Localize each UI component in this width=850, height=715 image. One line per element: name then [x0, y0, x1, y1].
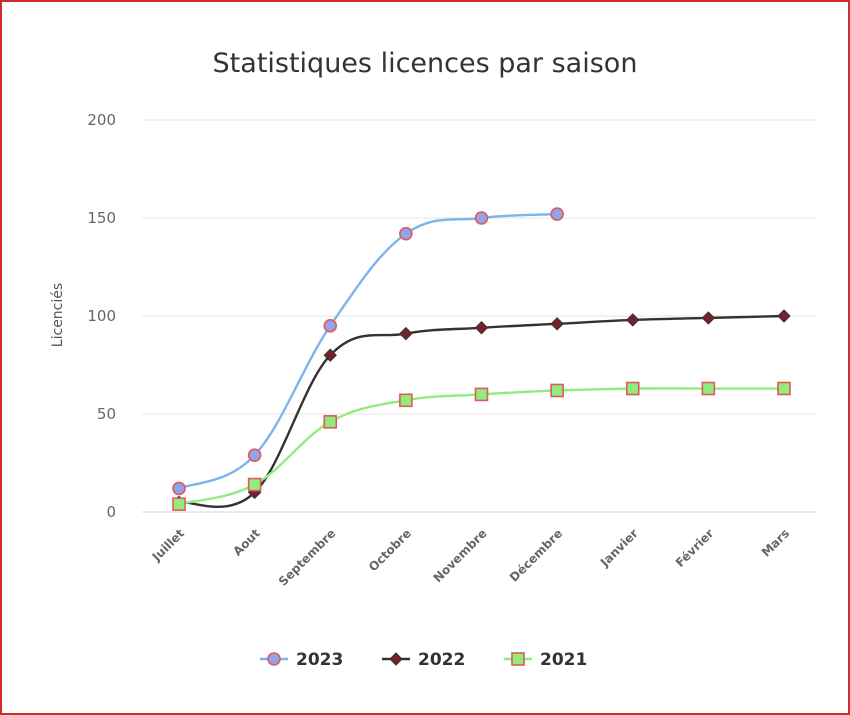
- legend-item-2022[interactable]: 2022: [382, 650, 465, 670]
- series-2023: [172, 207, 564, 496]
- legend-symbol-circle[interactable]: [267, 652, 281, 666]
- y-axis-label: Licenciés: [50, 283, 66, 347]
- data-point-square[interactable]: [172, 497, 186, 511]
- legend-label: 2023: [296, 650, 343, 670]
- legend-symbol-square[interactable]: [511, 652, 525, 666]
- data-point-circle[interactable]: [399, 226, 413, 241]
- y-tick-label: 50: [97, 405, 116, 423]
- data-point-square[interactable]: [247, 477, 262, 492]
- legend-item-2021[interactable]: 2021: [504, 650, 587, 670]
- data-point-circle[interactable]: [323, 318, 338, 333]
- x-axis-ticks: Juillet Aout Septembre Octobre Novembre Décem…: [149, 526, 792, 589]
- data-point-circle[interactable]: [474, 211, 489, 225]
- series-lines: [172, 207, 791, 511]
- chart-title: Statistiques licences par saison: [213, 48, 638, 79]
- grid-lines: [142, 119, 817, 513]
- series-line-2023: [178, 212, 558, 490]
- x-tick-label: Février: [673, 526, 717, 570]
- data-point-diamond[interactable]: [550, 317, 564, 331]
- data-point-diamond[interactable]: [777, 309, 791, 323]
- x-tick-label: Aout: [230, 526, 263, 559]
- x-tick-label: Septembre: [276, 526, 339, 589]
- data-point-square[interactable]: [777, 381, 791, 396]
- x-tick-label: Novembre: [431, 526, 490, 585]
- series-2021: [172, 381, 791, 511]
- y-axis-ticks: 0 50 100 150 200: [87, 111, 116, 521]
- data-point-square[interactable]: [701, 381, 716, 396]
- y-tick-label: 200: [87, 111, 116, 129]
- legend-label: 2022: [418, 650, 465, 670]
- legend-symbol-diamond[interactable]: [389, 652, 403, 666]
- data-point-diamond[interactable]: [399, 326, 413, 341]
- data-point-square[interactable]: [474, 387, 489, 402]
- legend-item-2023[interactable]: 2023: [260, 650, 343, 670]
- x-tick-label: Janvier: [597, 526, 641, 570]
- legend[interactable]: 2023 2022 2021: [260, 650, 587, 670]
- data-point-circle[interactable]: [550, 207, 564, 221]
- x-tick-label: Juillet: [149, 526, 188, 565]
- data-point-diamond[interactable]: [323, 348, 337, 362]
- data-point-square[interactable]: [399, 393, 413, 408]
- y-tick-label: 150: [87, 209, 116, 227]
- data-point-square[interactable]: [323, 415, 338, 429]
- legend-label: 2021: [540, 650, 587, 670]
- x-tick-label: Mars: [759, 526, 792, 559]
- data-point-diamond[interactable]: [701, 311, 716, 325]
- y-tick-label: 100: [87, 307, 116, 325]
- data-point-circle[interactable]: [247, 448, 262, 462]
- data-point-square[interactable]: [625, 381, 640, 396]
- y-tick-label: 0: [106, 503, 116, 521]
- data-point-diamond[interactable]: [474, 321, 489, 335]
- x-tick-label: Octobre: [366, 526, 414, 574]
- series-line-2022: [178, 314, 785, 508]
- x-tick-label: Décembre: [507, 526, 565, 584]
- series-line-2021: [178, 387, 784, 506]
- data-point-diamond[interactable]: [626, 313, 640, 327]
- data-point-circle[interactable]: [172, 481, 186, 496]
- data-point-square[interactable]: [550, 383, 564, 398]
